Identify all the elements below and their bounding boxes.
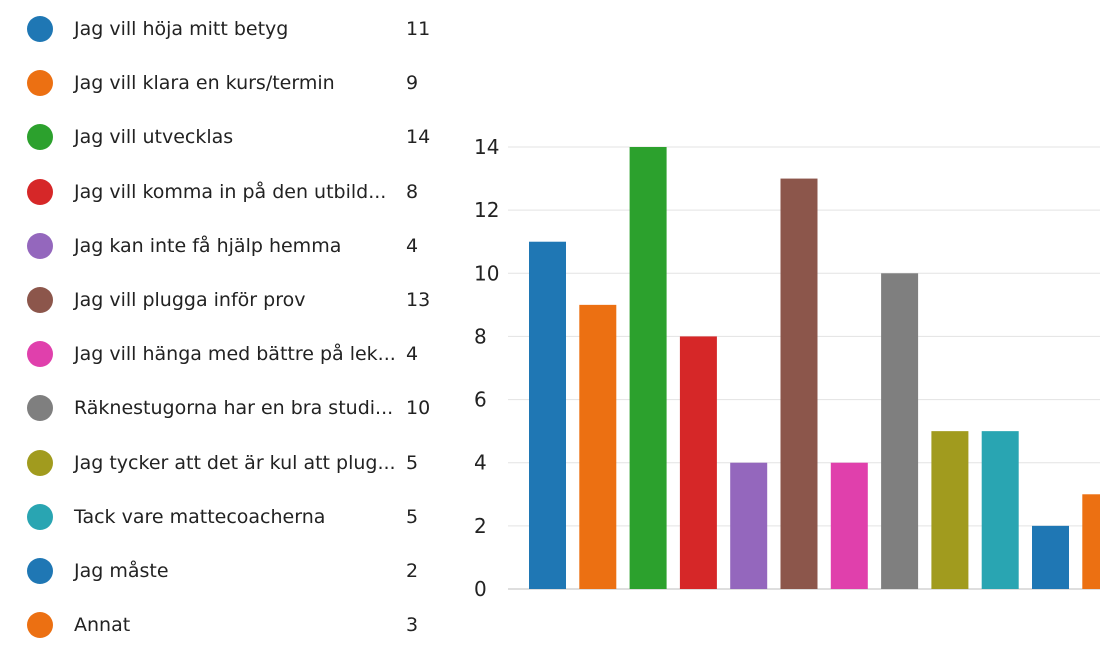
legend-color-dot	[27, 558, 53, 584]
bar	[1032, 525, 1069, 589]
legend-item: Jag vill hänga med bättre på lek... 4	[0, 339, 440, 369]
bar	[730, 462, 768, 589]
legend-count: 11	[406, 18, 431, 40]
legend-item: Jag tycker att det är kul att plug... 5	[0, 448, 440, 478]
legend-color-dot	[27, 232, 53, 259]
bar	[1082, 494, 1100, 589]
legend-color-dot	[27, 503, 53, 530]
legend-count: 10	[406, 397, 431, 420]
legend-label: Jag tycker att det är kul att plug...	[74, 451, 396, 474]
legend-color-dot	[27, 341, 53, 368]
bar	[679, 336, 717, 589]
legend-label: Jag vill klara en kurs/termin	[74, 72, 335, 95]
legend-count: 13	[406, 289, 431, 311]
y-tick-label: 6	[474, 388, 487, 412]
legend-color-dot	[27, 395, 53, 422]
bar	[931, 431, 969, 589]
legend-count: 5	[406, 505, 419, 528]
legend-item: Jag vill klara en kurs/termin 9	[0, 68, 440, 98]
legend-count: 4	[406, 343, 419, 366]
bar	[529, 241, 566, 589]
legend-label: Annat	[74, 614, 131, 637]
legend: Jag vill höja mitt betyg 11 Jag vill klara…	[0, 0, 440, 648]
legend-label: Jag vill utvecklas	[74, 126, 234, 149]
bar	[981, 431, 1019, 589]
legend-label: Jag vill plugga inför prov	[74, 289, 306, 311]
legend-item: Annat 3	[0, 610, 440, 640]
legend-label: Jag vill komma in på den utbild...	[74, 180, 387, 203]
y-tick-label: 8	[474, 324, 487, 348]
legend-color-dot	[27, 287, 53, 313]
bar	[579, 304, 617, 589]
legend-count: 9	[406, 72, 419, 95]
legend-item: Jag kan inte få hjälp hemma 4	[0, 231, 440, 261]
y-tick-label: 12	[474, 198, 499, 222]
bar	[629, 147, 667, 589]
legend-color-dot	[27, 70, 53, 97]
legend-item: Jag måste 2	[0, 556, 440, 586]
legend-count: 2	[406, 560, 419, 582]
bar	[780, 178, 818, 590]
y-tick-label: 14	[474, 135, 499, 159]
legend-count: 3	[406, 614, 419, 637]
legend-item: Jag vill höja mitt betyg 11	[0, 14, 440, 44]
y-tick-label: 4	[474, 451, 487, 475]
legend-item: Jag vill plugga inför prov 13	[0, 285, 440, 315]
legend-item: Tack vare mattecoacherna 5	[0, 502, 440, 532]
legend-count: 14	[406, 126, 431, 149]
y-tick-label: 2	[474, 514, 487, 538]
y-tick-label: 10	[474, 261, 499, 285]
legend-color-dot	[27, 178, 53, 205]
legend-color-dot	[27, 124, 53, 151]
legend-item: Jag vill komma in på den utbild... 8	[0, 177, 440, 207]
legend-item: Räknestugorna har en bra studi... 10	[0, 393, 440, 423]
legend-color-dot	[27, 16, 53, 42]
legend-count: 8	[406, 180, 419, 203]
legend-label: Jag vill hänga med bättre på lek...	[74, 343, 396, 366]
legend-count: 4	[406, 234, 419, 257]
legend-label: Jag kan inte få hjälp hemma	[74, 234, 342, 257]
legend-color-dot	[27, 449, 53, 476]
y-tick-label: 0	[474, 577, 487, 601]
legend-label: Räknestugorna har en bra studi...	[74, 397, 394, 420]
legend-label: Jag måste	[74, 560, 169, 582]
bar	[881, 273, 919, 589]
bar-chart: 0 2 4 6 8 10 12 14	[474, 135, 1100, 601]
legend-color-dot	[27, 612, 53, 639]
legend-item: Jag vill utvecklas 14	[0, 122, 440, 152]
legend-label: Tack vare mattecoacherna	[74, 505, 326, 528]
legend-count: 5	[406, 451, 419, 474]
legend-label: Jag vill höja mitt betyg	[74, 18, 289, 40]
bar	[830, 462, 868, 589]
